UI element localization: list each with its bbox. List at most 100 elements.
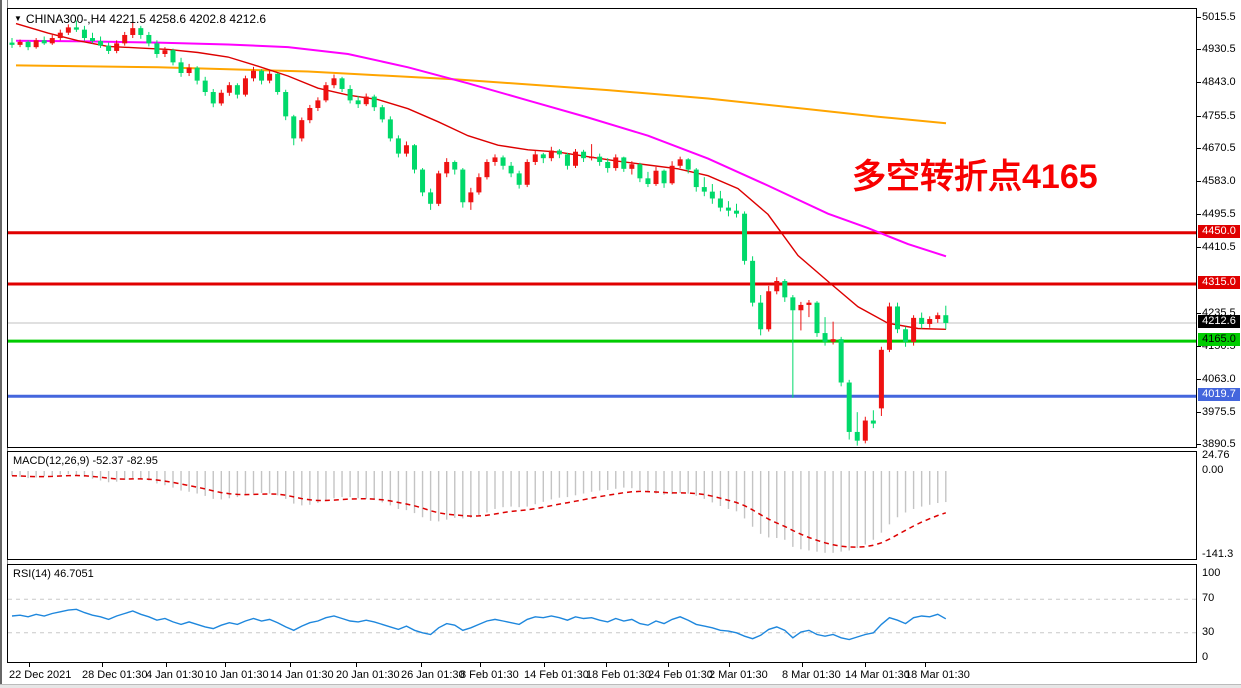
candle-body xyxy=(903,329,909,342)
candle-body xyxy=(25,41,31,48)
candle-body xyxy=(516,173,522,185)
time-tick-mark xyxy=(421,663,422,667)
candle-body xyxy=(371,96,377,108)
time-tick-mark xyxy=(480,663,481,667)
candle-body xyxy=(122,34,128,44)
candle-body xyxy=(170,50,176,63)
candle-body xyxy=(605,161,611,169)
candle-body xyxy=(597,156,603,162)
candle-body xyxy=(548,150,554,159)
candle-body xyxy=(218,92,224,104)
candle-body xyxy=(291,116,297,139)
price-tick-label: 4755.5 xyxy=(1202,110,1236,122)
time-tick-mark xyxy=(290,663,291,667)
candle-body xyxy=(387,119,393,139)
candle-body xyxy=(33,40,39,48)
candle-body xyxy=(412,145,417,170)
candle-body xyxy=(428,192,434,204)
candle-body xyxy=(259,70,265,81)
candle-body xyxy=(484,161,490,178)
time-tick-label: 8 Mar 01:30 xyxy=(782,669,841,681)
price-tick-label: 4670.5 xyxy=(1202,142,1236,154)
candle-body xyxy=(444,161,450,174)
candle-body xyxy=(766,291,772,330)
price-tick-label: 5015.5 xyxy=(1202,11,1236,23)
indicator-axis-label: 100 xyxy=(1202,567,1221,579)
price-tick-mark xyxy=(1197,148,1201,149)
rsi-panel[interactable]: RSI(14) 46.7051 xyxy=(7,564,1197,663)
candle-body xyxy=(476,177,482,193)
price-badge: 4019.7 xyxy=(1198,388,1240,401)
candle-body xyxy=(98,41,104,46)
candlestick-chart xyxy=(8,20,1196,446)
price-tick-mark xyxy=(1197,214,1201,215)
candle-body xyxy=(589,156,595,159)
candle-body xyxy=(468,192,474,203)
candle-body xyxy=(331,78,337,86)
candle-body xyxy=(814,302,820,334)
indicator-axis-label: 0.00 xyxy=(1202,464,1224,476)
rsi-label: RSI(14) 46.7051 xyxy=(13,568,94,580)
time-tick-mark xyxy=(729,663,730,667)
time-tick-mark xyxy=(356,663,357,667)
price-axis[interactable]: 5015.5 4930.5 4843.0 4755.5 4670.5 4583.0 4495… xyxy=(1197,0,1241,663)
candle-body xyxy=(178,62,184,74)
candle-body xyxy=(830,339,836,342)
candle-body xyxy=(742,213,748,261)
price-tick-mark xyxy=(1197,116,1201,117)
macd-panel[interactable]: MACD(12,26,9) -52.37 -82.95 xyxy=(7,451,1197,560)
price-tick-label: 4410.5 xyxy=(1202,241,1236,253)
candle-body xyxy=(242,78,248,95)
candle-body xyxy=(613,157,619,169)
time-tick-mark xyxy=(668,663,669,667)
price-chart-panel[interactable]: ▼ CHINA300-,H4 4221.5 4258.6 4202.8 4212.… xyxy=(7,8,1197,448)
candle-body xyxy=(210,92,216,104)
ma-slow-line xyxy=(15,64,947,125)
candle-body xyxy=(363,96,369,105)
macd-label: MACD(12,26,9) -52.37 -82.95 xyxy=(13,455,158,467)
candle-body xyxy=(226,85,232,93)
time-tick-label: 10 Jan 01:30 xyxy=(205,669,269,681)
candle-body xyxy=(234,85,240,95)
candle-body xyxy=(492,157,498,162)
candle-body xyxy=(838,339,844,383)
time-tick-label: 28 Dec 01:30 xyxy=(82,669,148,681)
time-tick-label: 24 Feb 01:30 xyxy=(648,669,713,681)
candle-body xyxy=(806,302,812,305)
annotation-text: 多空转折点4165 xyxy=(852,158,1098,196)
time-tick-mark xyxy=(865,663,866,667)
candle-body xyxy=(629,164,635,169)
time-tick-label: 20 Jan 01:30 xyxy=(336,669,400,681)
candle-body xyxy=(403,145,409,154)
price-tick-mark xyxy=(1197,181,1201,182)
candle-body xyxy=(138,28,144,35)
candle-body xyxy=(911,317,917,342)
chevron-down-icon[interactable]: ▼ xyxy=(14,14,22,23)
time-axis[interactable]: 22 Dec 2021 28 Dec 01:30 4 Jan 01:30 10 Jan… xyxy=(7,663,1197,684)
candle-body xyxy=(81,29,87,39)
price-badge: 4212.6 xyxy=(1198,315,1240,328)
candle-body xyxy=(9,42,15,45)
candle-body xyxy=(275,73,281,93)
price-tick-label: 3975.5 xyxy=(1202,406,1236,418)
candle-body xyxy=(540,154,546,159)
time-tick-label: 14 Mar 01:30 xyxy=(845,669,910,681)
time-tick-mark xyxy=(544,663,545,667)
price-tick-mark xyxy=(1197,346,1201,347)
candle-body xyxy=(65,27,71,33)
candle-body xyxy=(532,154,538,162)
candle-body xyxy=(919,317,925,324)
candle-body xyxy=(935,315,941,320)
candle-body xyxy=(717,198,723,208)
price-tick-mark xyxy=(1197,379,1201,380)
candle-body xyxy=(669,165,675,184)
candle-body xyxy=(114,43,120,51)
candle-body xyxy=(186,67,192,74)
symbol-info: ▼ CHINA300-,H4 4221.5 4258.6 4202.8 4212.… xyxy=(14,12,266,26)
candle-body xyxy=(57,32,63,39)
indicator-axis-label: 0 xyxy=(1202,651,1209,663)
candle-body xyxy=(701,187,707,192)
indicator-axis-label: 30 xyxy=(1202,626,1215,638)
time-tick-label: 18 Mar 01:30 xyxy=(905,669,970,681)
time-tick-mark xyxy=(606,663,607,667)
